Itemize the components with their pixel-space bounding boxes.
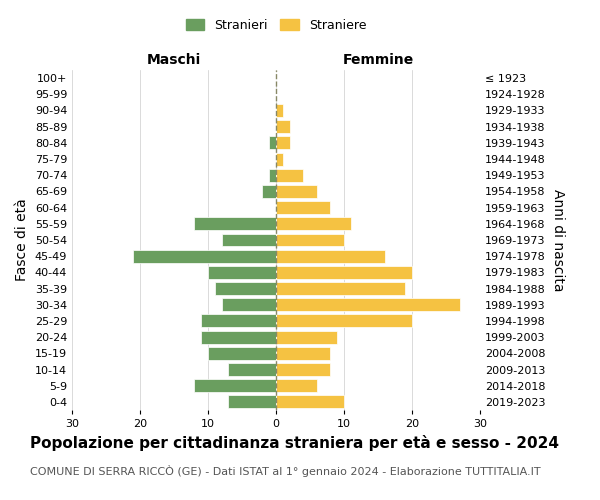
Bar — [229, 363, 276, 376]
Bar — [276, 298, 460, 311]
Bar — [201, 330, 276, 344]
Bar — [276, 234, 344, 246]
Bar — [276, 250, 385, 262]
Bar — [133, 250, 276, 262]
Text: Maschi: Maschi — [147, 53, 201, 67]
Bar — [276, 201, 331, 214]
Bar — [276, 104, 283, 117]
Bar — [276, 185, 317, 198]
Bar — [276, 169, 303, 181]
Bar — [194, 218, 276, 230]
Bar — [276, 330, 337, 344]
Bar — [208, 266, 276, 279]
Bar — [276, 282, 405, 295]
Bar — [276, 136, 290, 149]
Bar — [215, 282, 276, 295]
Bar — [276, 266, 412, 279]
Text: COMUNE DI SERRA RICCÒ (GE) - Dati ISTAT al 1° gennaio 2024 - Elaborazione TUTTIT: COMUNE DI SERRA RICCÒ (GE) - Dati ISTAT … — [30, 465, 541, 477]
Legend: Stranieri, Straniere: Stranieri, Straniere — [181, 14, 371, 36]
Y-axis label: Anni di nascita: Anni di nascita — [551, 188, 565, 291]
Bar — [276, 120, 290, 133]
Text: Popolazione per cittadinanza straniera per età e sesso - 2024: Popolazione per cittadinanza straniera p… — [30, 435, 559, 451]
Bar — [276, 363, 331, 376]
Bar — [276, 314, 412, 328]
Bar — [229, 396, 276, 408]
Bar — [276, 218, 351, 230]
Bar — [221, 234, 276, 246]
Bar — [221, 298, 276, 311]
Y-axis label: Fasce di età: Fasce di età — [15, 198, 29, 281]
Bar — [194, 379, 276, 392]
Bar — [276, 379, 317, 392]
Bar — [276, 396, 344, 408]
Bar — [208, 347, 276, 360]
Bar — [269, 169, 276, 181]
Bar — [276, 152, 283, 166]
Text: Femmine: Femmine — [343, 53, 413, 67]
Bar — [269, 136, 276, 149]
Bar — [201, 314, 276, 328]
Bar — [276, 347, 331, 360]
Bar — [262, 185, 276, 198]
